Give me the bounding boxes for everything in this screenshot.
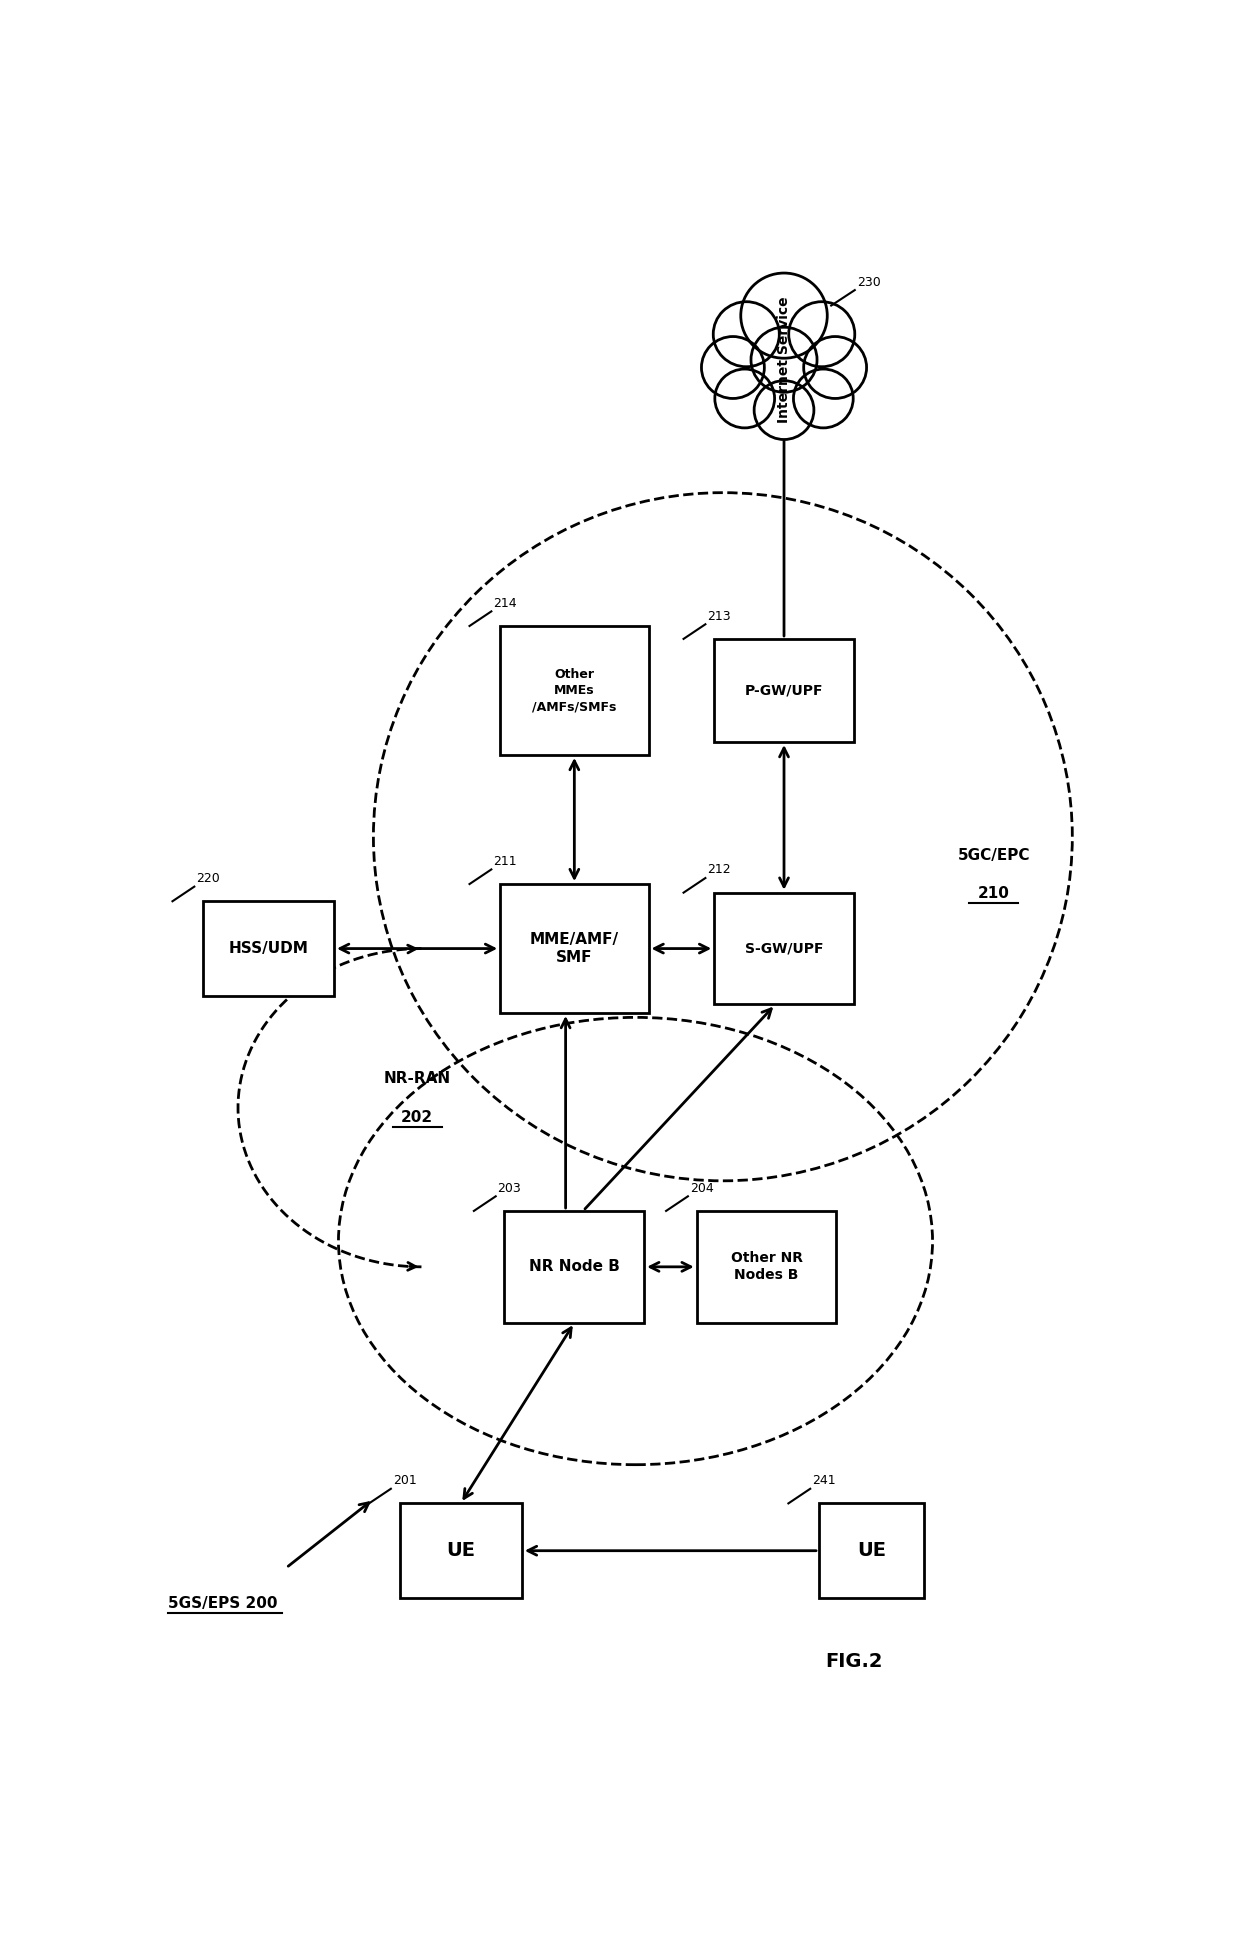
Text: 214: 214	[494, 596, 517, 610]
Text: P-GW/UPF: P-GW/UPF	[745, 684, 823, 698]
Text: 241: 241	[812, 1474, 836, 1488]
Text: 213: 213	[707, 610, 730, 622]
Text: HSS/UDM: HSS/UDM	[228, 940, 309, 956]
Text: Other NR
Nodes B: Other NR Nodes B	[730, 1251, 802, 1282]
Text: FIG.2: FIG.2	[825, 1652, 883, 1672]
Text: NR Node B: NR Node B	[529, 1259, 620, 1275]
Circle shape	[714, 369, 775, 428]
Text: 5GS/EPS 200: 5GS/EPS 200	[169, 1595, 278, 1611]
Circle shape	[740, 274, 827, 358]
Text: UE: UE	[446, 1541, 475, 1560]
Circle shape	[751, 326, 817, 393]
Text: 202: 202	[401, 1110, 433, 1124]
Circle shape	[754, 381, 813, 440]
FancyBboxPatch shape	[399, 1503, 522, 1597]
Text: UE: UE	[857, 1541, 885, 1560]
FancyBboxPatch shape	[714, 893, 854, 1005]
Text: 5GC/EPC: 5GC/EPC	[957, 848, 1030, 862]
FancyBboxPatch shape	[500, 884, 649, 1013]
FancyBboxPatch shape	[697, 1210, 837, 1324]
Circle shape	[794, 369, 853, 428]
Text: S-GW/UPF: S-GW/UPF	[745, 942, 823, 956]
Circle shape	[713, 301, 779, 368]
Text: 211: 211	[494, 854, 517, 868]
Text: 201: 201	[393, 1474, 417, 1488]
Text: MME/AMF/
SMF: MME/AMF/ SMF	[529, 933, 619, 966]
Circle shape	[702, 336, 764, 399]
Circle shape	[804, 336, 867, 399]
FancyBboxPatch shape	[500, 626, 649, 755]
FancyBboxPatch shape	[505, 1210, 645, 1324]
FancyBboxPatch shape	[714, 639, 854, 743]
Text: Other
MMEs
/AMFs/SMFs: Other MMEs /AMFs/SMFs	[532, 669, 616, 714]
FancyBboxPatch shape	[818, 1503, 924, 1597]
Text: 212: 212	[707, 864, 730, 876]
Text: Internet Service: Internet Service	[777, 295, 791, 422]
Text: 230: 230	[857, 276, 880, 289]
Circle shape	[789, 301, 854, 368]
Text: NR-RAN: NR-RAN	[383, 1071, 450, 1087]
Text: 203: 203	[497, 1181, 521, 1195]
FancyBboxPatch shape	[203, 901, 334, 995]
Text: 210: 210	[978, 886, 1009, 901]
Text: 204: 204	[689, 1181, 713, 1195]
Text: 220: 220	[196, 872, 219, 886]
